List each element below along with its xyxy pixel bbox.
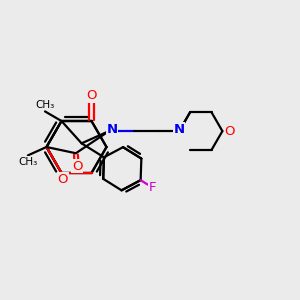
Text: F: F — [148, 181, 156, 194]
Text: O: O — [86, 89, 97, 102]
Text: N: N — [106, 123, 118, 136]
Text: N: N — [173, 123, 185, 136]
Text: O: O — [72, 160, 83, 172]
Text: CH₃: CH₃ — [18, 157, 38, 167]
Text: CH₃: CH₃ — [35, 100, 55, 110]
Text: O: O — [225, 124, 235, 138]
Text: O: O — [58, 173, 68, 186]
